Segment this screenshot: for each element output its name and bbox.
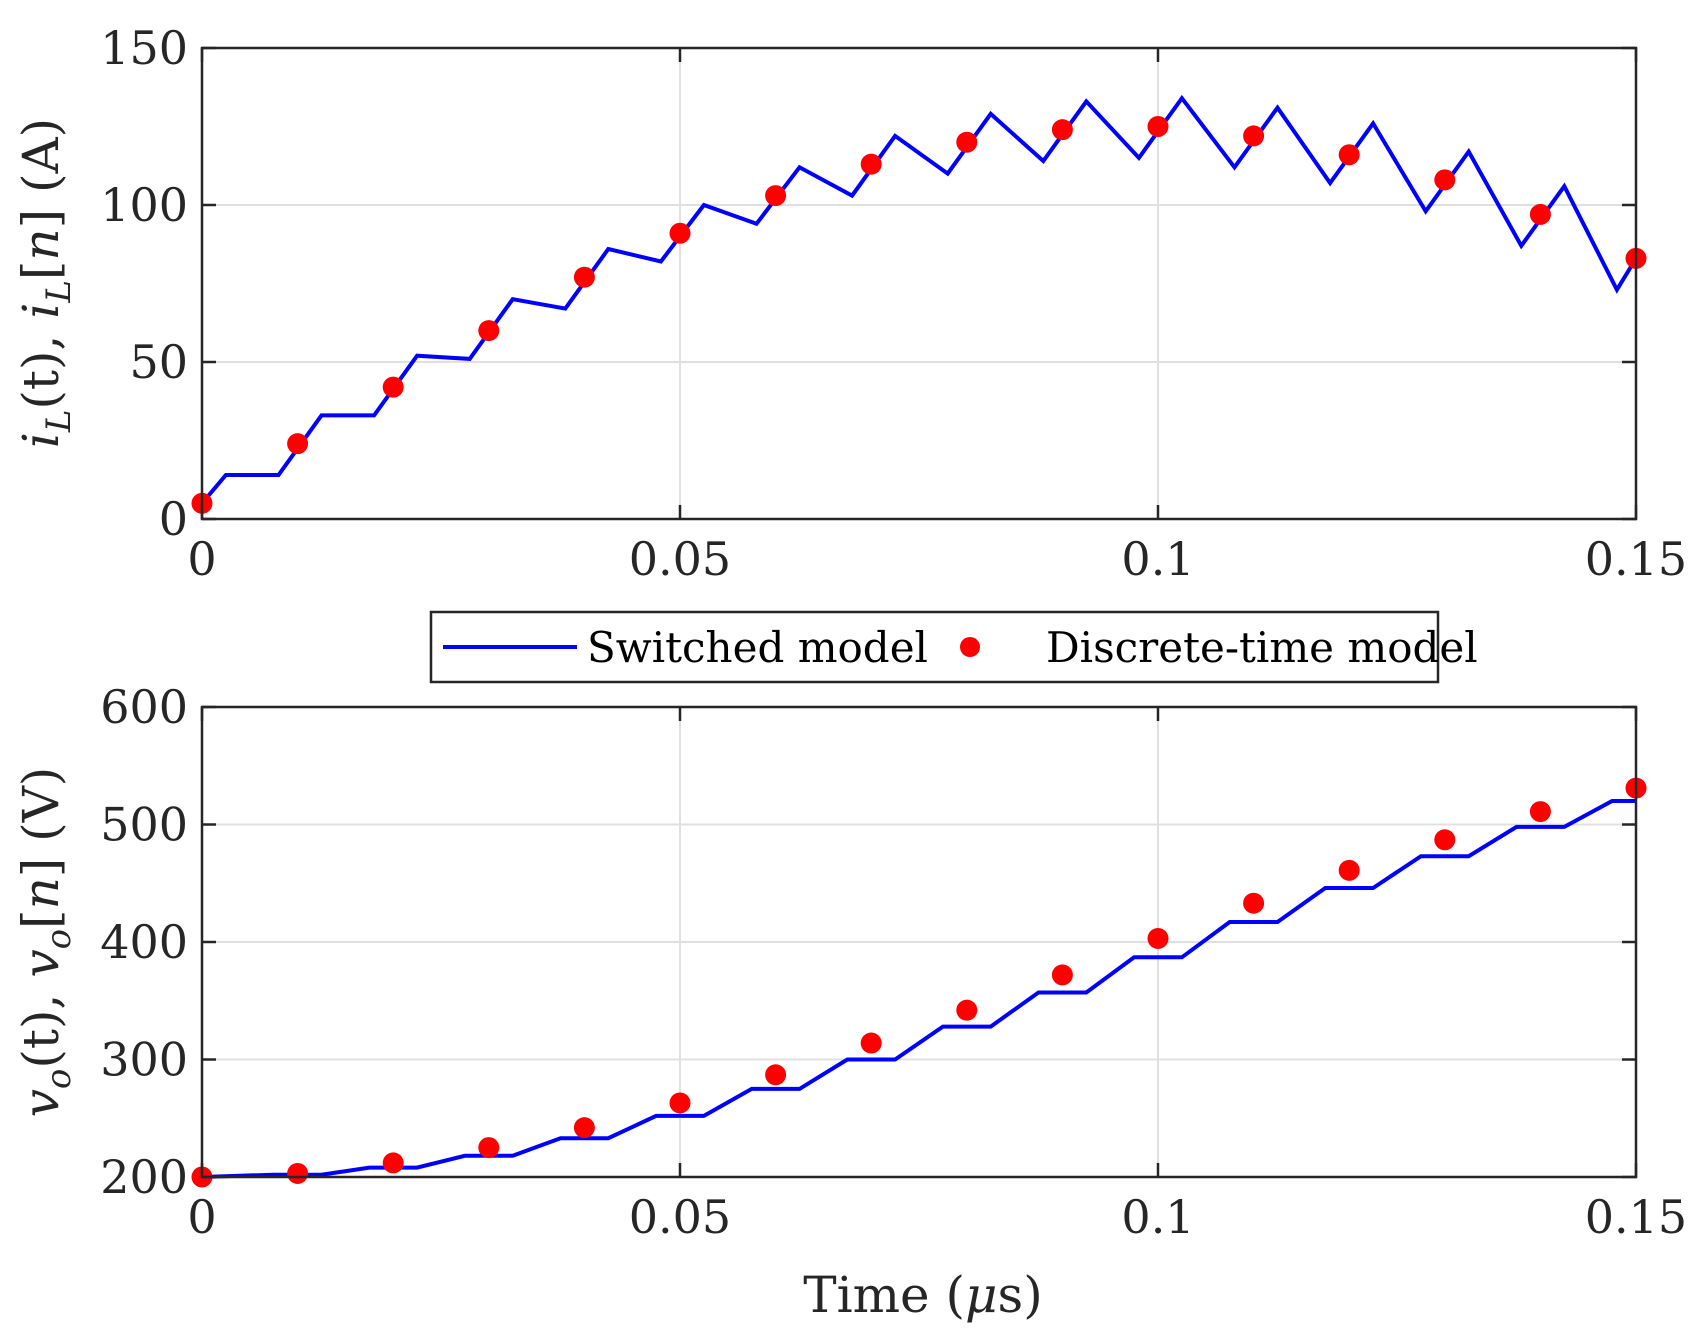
bottom-ticks: 0 0.05 0.1 0.15 200 300 400 500 600	[100, 680, 1687, 1244]
legend-marker-swatch	[960, 637, 980, 657]
bottom-discrete-point	[382, 1152, 404, 1174]
top-discrete-point	[765, 185, 787, 207]
bottom-discrete-point	[765, 1064, 787, 1086]
legend-switched-label: Switched model	[587, 623, 928, 672]
bottom-discrete-point	[1147, 927, 1169, 949]
top-discrete-point	[1529, 203, 1551, 225]
legend: Switched model Discrete-time model	[429, 610, 1478, 684]
top-discrete-point	[1051, 119, 1073, 141]
top-discrete-point	[669, 222, 691, 244]
top-ytick-label: 100	[100, 178, 188, 232]
bottom-xtick-label: 0	[187, 1190, 216, 1244]
top-discrete-point	[287, 433, 309, 455]
bottom-discrete-point	[1243, 892, 1265, 914]
legend-discrete-label: Discrete-time model	[1046, 623, 1478, 672]
bottom-y-axis-label: vo(t), vo[n] (V)	[12, 767, 79, 1118]
legend-box	[429, 610, 1440, 684]
bottom-switched-model-line	[201, 799, 1636, 1179]
bottom-ytick-label: 200	[100, 1150, 188, 1204]
bottom-grid	[202, 707, 1636, 1177]
top-discrete-point	[1338, 144, 1360, 166]
bottom-ytick-label: 300	[100, 1033, 188, 1087]
bottom-panel: 0 0.05 0.1 0.15 200 300 400 500 600 vo(t), vo[n]…	[12, 680, 1687, 1324]
top-xtick-label: 0.15	[1585, 532, 1687, 586]
bottom-discrete-point	[478, 1137, 500, 1159]
bottom-series	[191, 777, 1647, 1188]
bottom-discrete-point	[1338, 859, 1360, 881]
top-xtick-label: 0.1	[1121, 532, 1194, 586]
top-ytick-label: 0	[159, 492, 188, 546]
top-grid	[202, 48, 1636, 519]
bottom-x-axis-label: Time (μs)	[803, 1266, 1042, 1324]
bottom-discrete-point	[1529, 801, 1551, 823]
top-discrete-point	[573, 266, 595, 288]
bottom-discrete-point	[956, 999, 978, 1021]
top-ytick-label: 50	[129, 335, 188, 389]
bottom-discrete-point	[669, 1092, 691, 1114]
bottom-discrete-point	[287, 1162, 309, 1184]
top-switched-model-line	[200, 94, 1638, 505]
top-ytick-label: 150	[100, 21, 188, 75]
top-discrete-point	[382, 376, 404, 398]
bottom-ytick-label: 500	[100, 798, 188, 852]
top-discrete-point	[1434, 169, 1456, 191]
bottom-xtick-label: 0.15	[1585, 1190, 1687, 1244]
bottom-xtick-label: 0.05	[629, 1190, 731, 1244]
top-y-axis-label: iL(t), iL[n] (A)	[12, 118, 79, 448]
top-discrete-point	[956, 131, 978, 153]
bottom-xtick-label: 0.1	[1121, 1190, 1194, 1244]
top-panel: 0 0.05 0.1 0.15 0 50 100 150 iL(t), iL[n] (A)	[12, 21, 1687, 586]
bottom-ytick-label: 400	[100, 915, 188, 969]
top-axes-box	[200, 46, 1638, 521]
bottom-discrete-point	[1434, 829, 1456, 851]
bottom-ytick-label: 600	[100, 680, 188, 734]
top-series	[191, 94, 1647, 514]
top-xtick-label: 0.05	[629, 532, 731, 586]
top-xtick-label: 0	[187, 532, 216, 586]
top-discrete-point	[860, 153, 882, 175]
top-discrete-point	[1243, 125, 1265, 147]
top-discrete-point	[478, 320, 500, 342]
bottom-discrete-point	[860, 1032, 882, 1054]
bottom-discrete-point	[1051, 964, 1073, 986]
top-ticks: 0 0.05 0.1 0.15 0 50 100 150	[100, 21, 1687, 586]
bottom-discrete-point	[573, 1117, 595, 1139]
top-discrete-point	[1147, 116, 1169, 137]
